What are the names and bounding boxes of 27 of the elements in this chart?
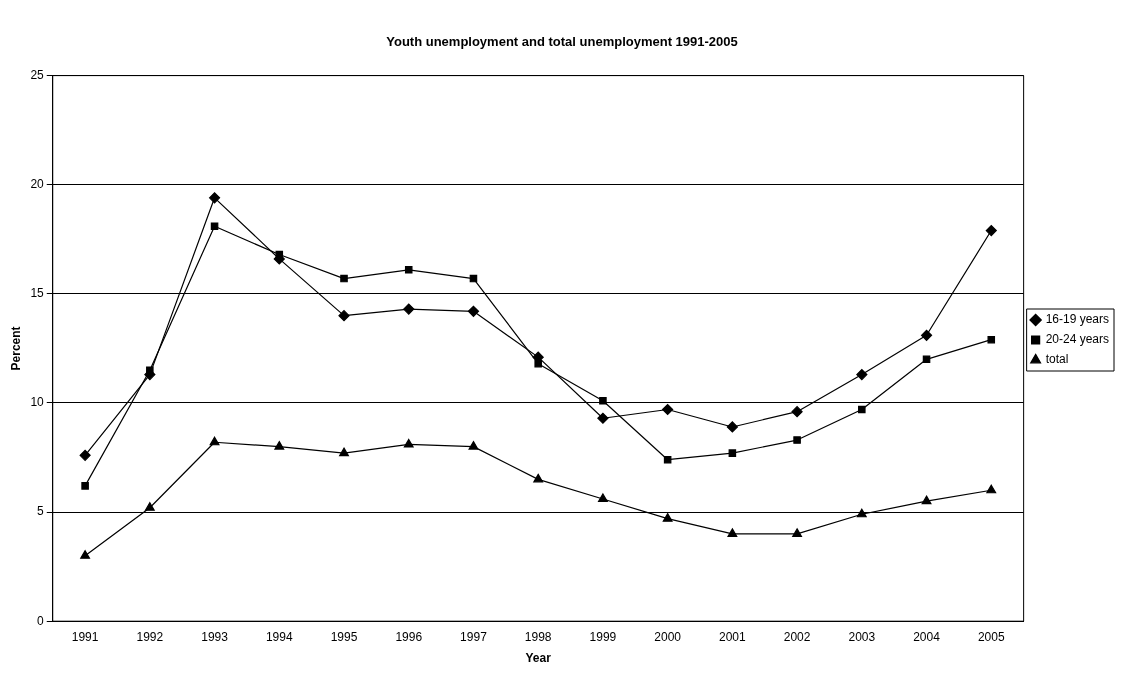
legend-label: 20-24 years xyxy=(1045,332,1110,347)
x-tick-label: 1992 xyxy=(136,629,164,644)
x-tick-label: 1991 xyxy=(71,629,99,644)
y-axis-title: Percent xyxy=(8,326,23,371)
x-tick-label: 1998 xyxy=(524,629,552,644)
chart-title: Youth unemployment and total unemployment 1991-2005 xyxy=(386,34,738,50)
x-tick-label: 2002 xyxy=(783,629,811,644)
y-tick-label: 25 xyxy=(30,67,45,82)
x-tick-label: 1997 xyxy=(460,629,488,644)
x-tick-label: 1995 xyxy=(330,629,358,644)
y-tick-label: 0 xyxy=(37,613,45,628)
legend-label: 16-19 years xyxy=(1045,312,1110,327)
legend-label: total xyxy=(1045,352,1069,367)
x-tick-label: 2000 xyxy=(654,629,682,644)
y-tick-label: 15 xyxy=(30,286,45,301)
x-tick-label: 2004 xyxy=(913,629,941,644)
y-tick-label: 5 xyxy=(37,504,45,519)
x-tick-label: 1999 xyxy=(589,629,617,644)
y-tick-label: 20 xyxy=(30,177,45,192)
x-axis-title: Year xyxy=(525,651,552,666)
x-tick-label: 2003 xyxy=(848,629,876,644)
y-tick-label: 10 xyxy=(30,395,45,410)
x-tick-label: 2005 xyxy=(977,629,1005,644)
x-tick-label: 1994 xyxy=(265,629,293,644)
x-tick-label: 1996 xyxy=(395,629,423,644)
x-tick-label: 2001 xyxy=(719,629,747,644)
x-tick-label: 1993 xyxy=(201,629,229,644)
